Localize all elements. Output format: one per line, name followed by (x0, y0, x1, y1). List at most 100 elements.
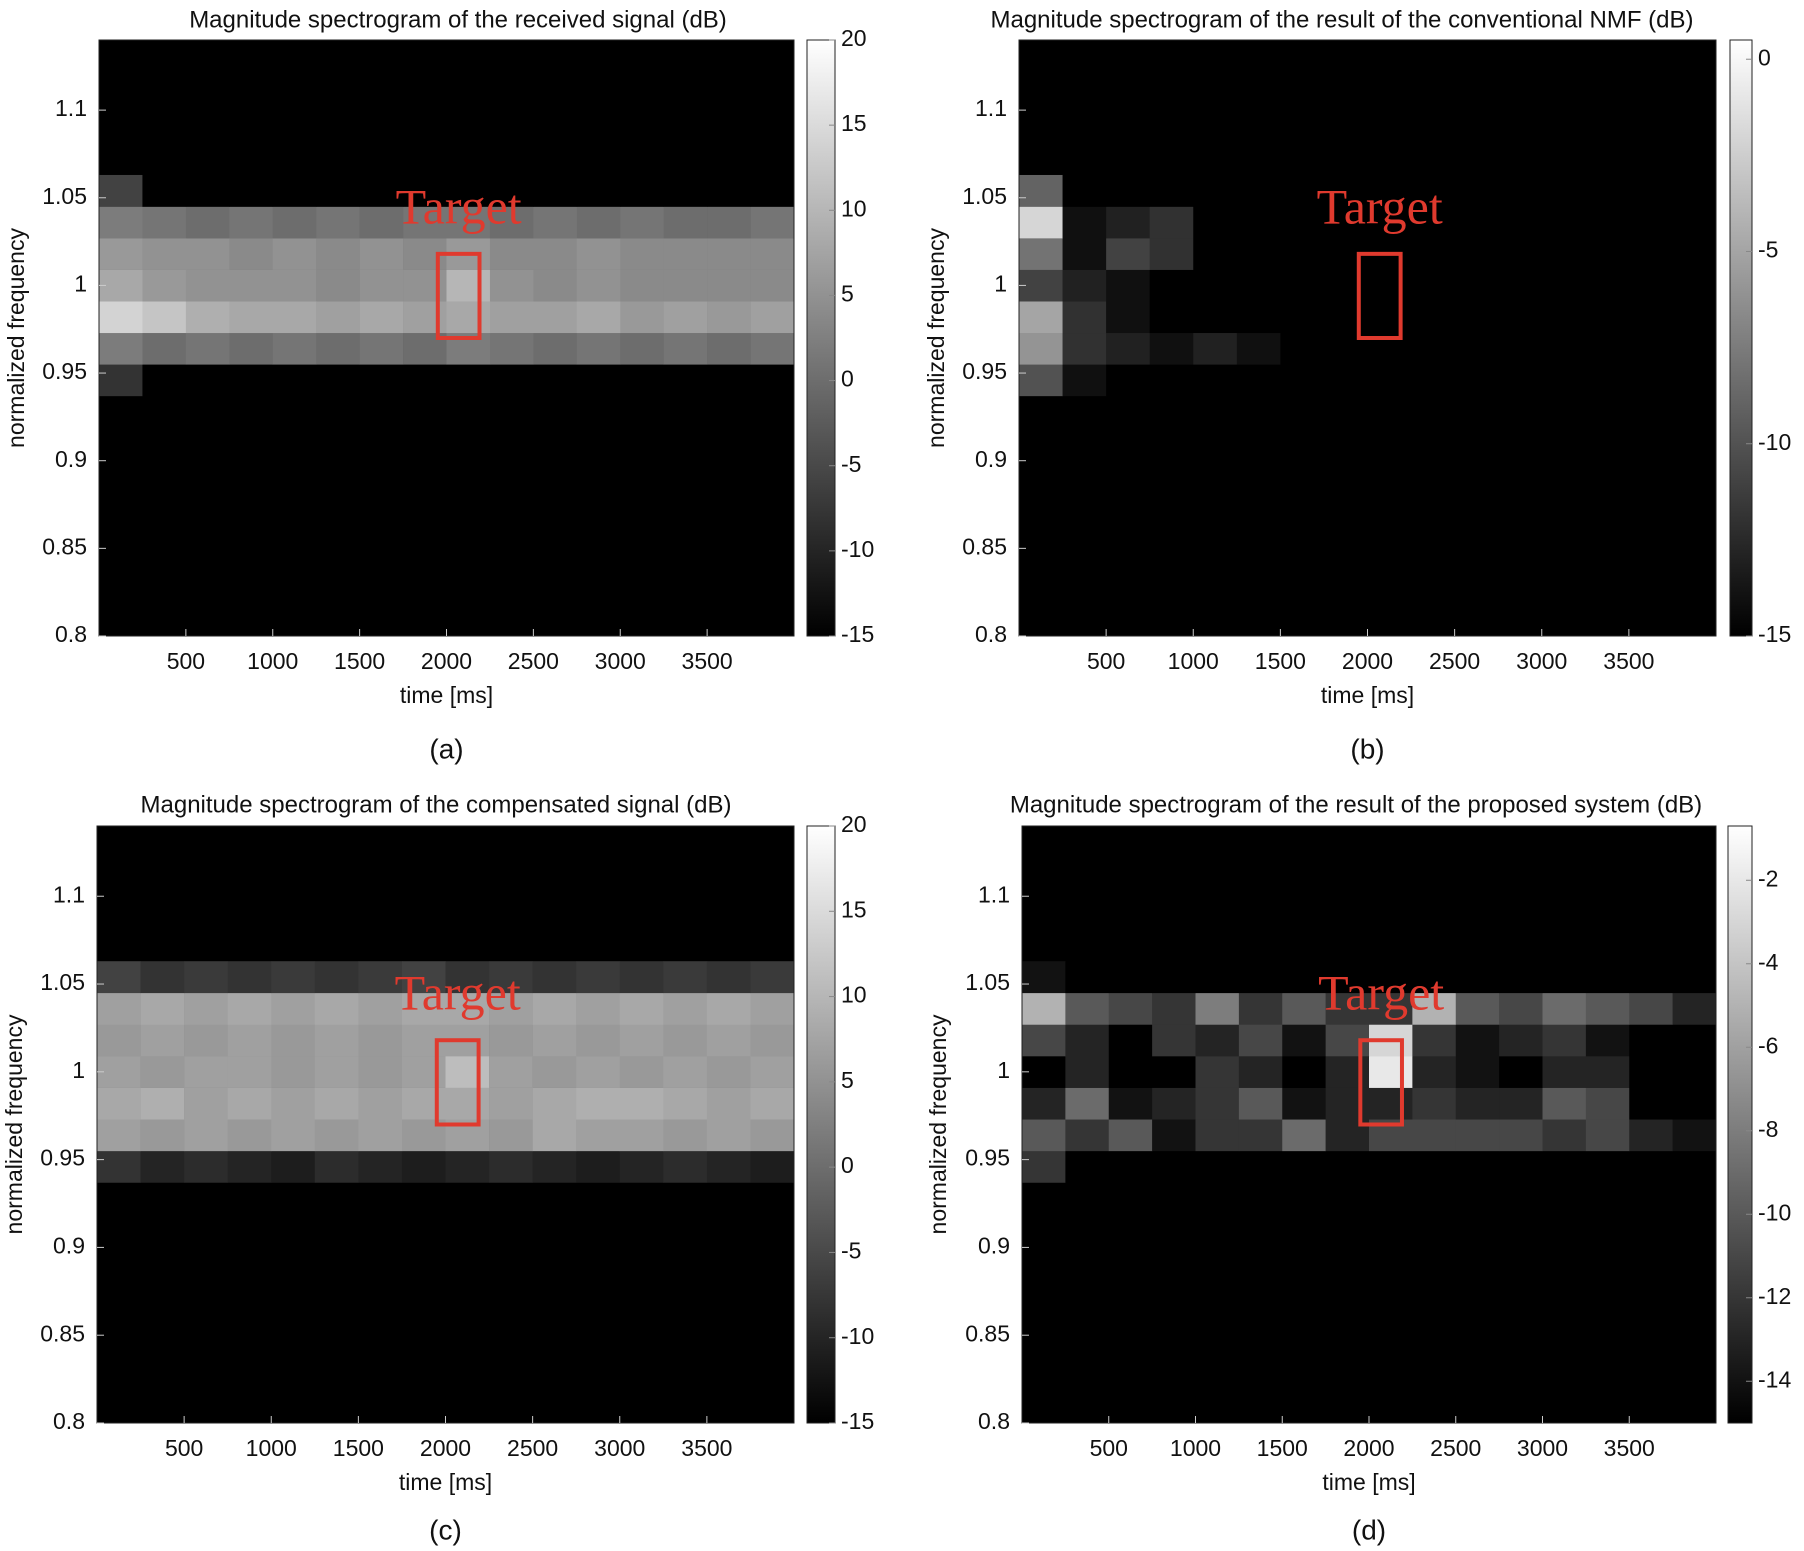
heatmap-cell (576, 364, 621, 397)
heatmap-cell (1195, 992, 1240, 1025)
colorbar-tick-label: -5 (1758, 237, 1778, 263)
heatmap-cell (1629, 1119, 1673, 1152)
heatmap-cell (750, 992, 795, 1025)
heatmap-cell (1323, 364, 1368, 397)
heatmap-cell (1282, 992, 1326, 1025)
heatmap-cell (532, 1119, 577, 1152)
colorbar-tick-label: -8 (1758, 1116, 1778, 1142)
y-axis-label: normalized frequency (1, 1014, 27, 1234)
target-box (434, 1038, 481, 1127)
heatmap-cell (1367, 174, 1412, 207)
y-tick-label: 0.95 (965, 1145, 1010, 1171)
heatmap-cell (1454, 238, 1499, 270)
heatmap-cell (1672, 206, 1717, 239)
heatmap-cell (1629, 1056, 1673, 1088)
heatmap-cell (1672, 961, 1717, 994)
heatmap-cell (140, 961, 185, 994)
heatmap-cell (1062, 206, 1107, 239)
y-tick-label: 0.9 (53, 1232, 85, 1258)
heatmap-cell (1541, 174, 1586, 207)
y-tick-label: 0.9 (978, 1232, 1010, 1258)
colorbar-tick-label: -15 (841, 621, 874, 647)
heatmap-cell (1454, 206, 1499, 239)
heatmap-cell (1541, 332, 1586, 365)
heatmap-cell (1672, 364, 1717, 397)
heatmap-cell (271, 992, 316, 1025)
heatmap-cell (1585, 238, 1630, 270)
heatmap-cell (1455, 1087, 1500, 1120)
heatmap-cell (1454, 364, 1499, 397)
heatmap-cell (532, 1150, 577, 1183)
heatmap-cell (142, 301, 187, 334)
heatmap-cell (1585, 1150, 1630, 1183)
heatmap-cell (1499, 992, 1543, 1025)
y-tick-label: 0.8 (55, 621, 87, 647)
colorbar-tick-label: 0 (841, 366, 854, 392)
heatmap-cell (1498, 206, 1543, 239)
heatmap-cell (576, 1056, 621, 1088)
heatmap-cell (1062, 364, 1107, 397)
heatmap-cell (1629, 1087, 1673, 1120)
y-tick-label: 1.05 (962, 183, 1007, 209)
heatmap-cell (227, 1087, 272, 1120)
heatmap-cell (663, 1087, 708, 1120)
heatmap-cell (185, 269, 230, 302)
heatmap-cell (316, 332, 360, 365)
heatmap-cell (358, 992, 403, 1025)
x-tick-label: 2500 (508, 648, 559, 674)
heatmap-cell (403, 269, 447, 302)
heatmap-cell (1062, 269, 1107, 302)
y-tick-label: 0.95 (962, 358, 1007, 384)
heatmap-cell (1108, 1024, 1153, 1057)
heatmap-cell (1193, 332, 1238, 365)
heatmap-cell (1498, 238, 1543, 270)
heatmap-cell (1152, 1119, 1196, 1152)
heatmap-cell (97, 961, 141, 994)
heatmap-cell (533, 206, 578, 239)
heatmap-cell (1628, 364, 1673, 397)
colorbar (806, 825, 836, 1424)
heatmap-cell (1065, 1150, 1110, 1183)
heatmap-cell (489, 174, 534, 207)
heatmap-cell (1498, 269, 1543, 302)
heatmap-cell (1542, 1150, 1587, 1183)
heatmap-cell (1542, 992, 1587, 1025)
heatmap-cell (1238, 961, 1283, 994)
caption: (a) (429, 733, 463, 764)
heatmap-cell (1411, 301, 1455, 334)
heatmap-cell (97, 1150, 141, 1183)
colorbar-tick-label: 10 (841, 195, 867, 221)
heatmap-cell (1412, 1087, 1457, 1120)
heatmap-cell (401, 992, 446, 1025)
heatmap-cell (1455, 1150, 1500, 1183)
heatmap-cell (1282, 961, 1326, 994)
heatmap-cell (446, 269, 491, 302)
y-tick-label: 1 (994, 270, 1007, 296)
heatmap-cell (140, 1056, 185, 1088)
heatmap-cell (1672, 1024, 1717, 1057)
heatmap-cell (663, 332, 708, 365)
target-box (435, 251, 482, 340)
heatmap-cell (227, 1024, 272, 1057)
x-tick-label: 3500 (1603, 648, 1654, 674)
heatmap-cell (533, 364, 578, 397)
heatmap-cell (314, 1024, 359, 1057)
heatmap-cell (1499, 1119, 1543, 1152)
heatmap-cell (142, 332, 187, 365)
colorbar-tick-label: -2 (1758, 865, 1778, 891)
x-axis-label: time [ms] (1321, 682, 1414, 708)
colorbar-tick-label: -15 (1758, 621, 1791, 647)
heatmap-cell (1149, 269, 1194, 302)
heatmap-cell (184, 1056, 228, 1088)
heatmap-cell (445, 1087, 490, 1120)
y-tick-label: 1 (72, 1057, 85, 1083)
heatmap-cell (184, 961, 228, 994)
colorbar-tick-label: 5 (841, 281, 854, 307)
heatmap-cell (314, 992, 359, 1025)
heatmap-cell (1193, 301, 1238, 334)
heatmap-cell (1193, 238, 1238, 270)
x-tick-label: 3500 (682, 648, 733, 674)
heatmap-cell (1542, 1056, 1587, 1088)
heatmap-cell (1325, 961, 1370, 994)
heatmap-cell (99, 174, 143, 207)
